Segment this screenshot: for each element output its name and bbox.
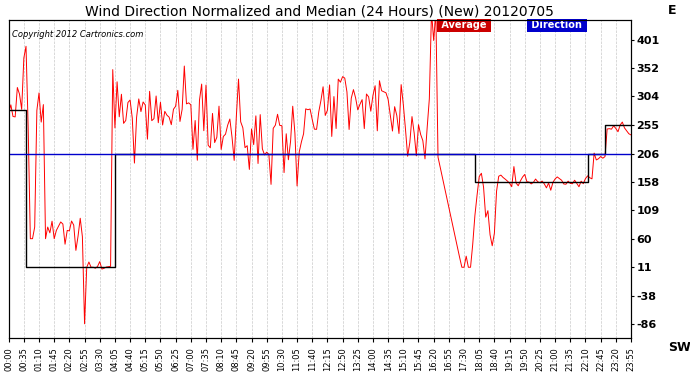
Title: Wind Direction Normalized and Median (24 Hours) (New) 20120705: Wind Direction Normalized and Median (24… xyxy=(86,5,554,19)
Text: Average: Average xyxy=(438,20,490,30)
Text: SW: SW xyxy=(669,341,690,354)
Text: Copyright 2012 Cartronics.com: Copyright 2012 Cartronics.com xyxy=(12,30,143,39)
Text: E: E xyxy=(669,4,677,17)
Text: Direction: Direction xyxy=(529,20,586,30)
